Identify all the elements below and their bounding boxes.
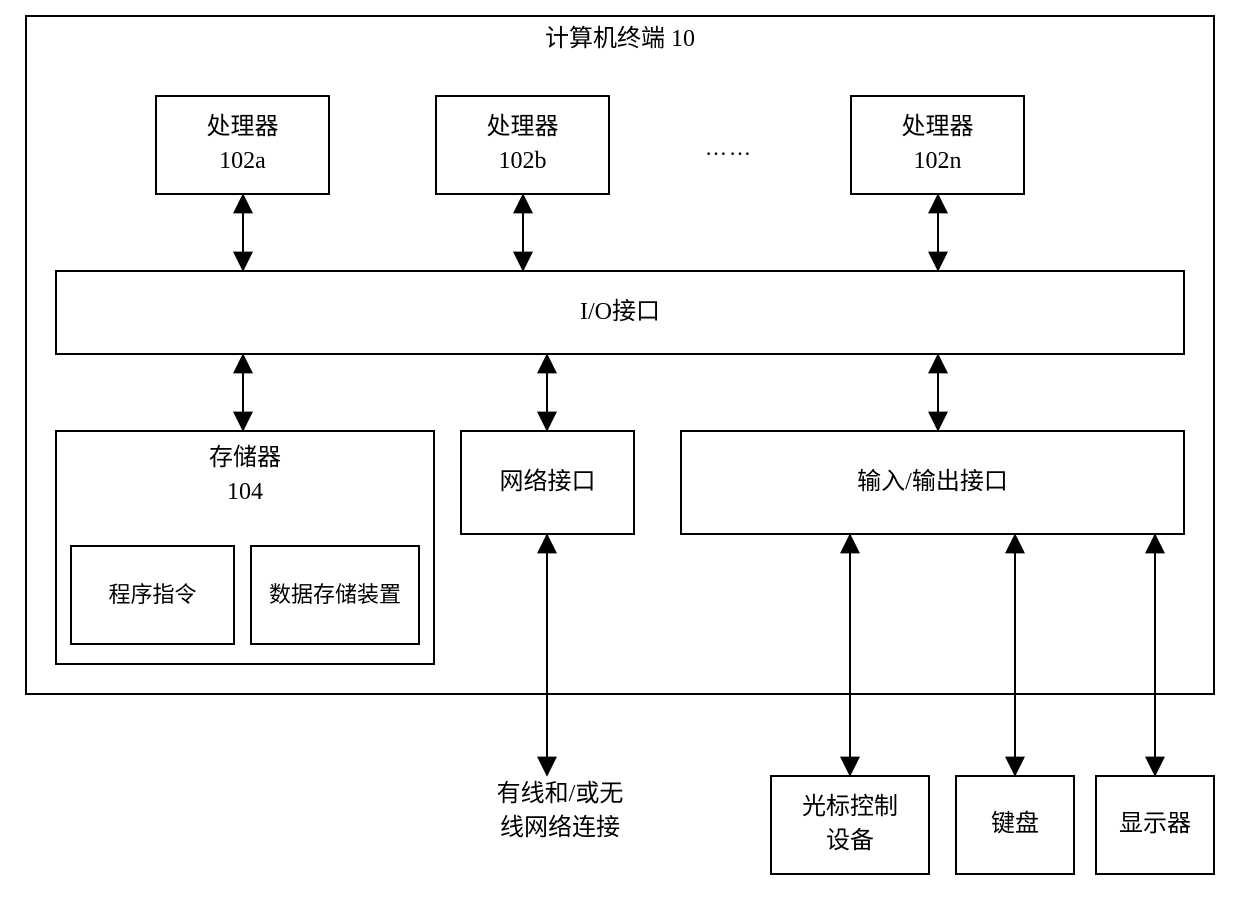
cursor-control-line1: 光标控制 — [802, 791, 898, 825]
io-device-interface: 输入/输出接口 — [680, 430, 1185, 535]
io-interface-label: I/O接口 — [580, 296, 660, 330]
processor-b: 处理器 102b — [435, 95, 610, 195]
processor-n-id: 102n — [914, 145, 962, 179]
data-storage-label: 数据存储装置 — [269, 580, 401, 611]
cursor-control-line2: 设备 — [826, 825, 874, 859]
program-instructions: 程序指令 — [70, 545, 235, 645]
network-interface: 网络接口 — [460, 430, 635, 535]
processor-n-label: 处理器 — [902, 111, 974, 145]
memory-id: 104 — [227, 476, 263, 510]
program-instructions-label: 程序指令 — [108, 580, 196, 611]
keyboard-label: 键盘 — [991, 808, 1039, 842]
io-interface: I/O接口 — [55, 270, 1185, 355]
processor-a: 处理器 102a — [155, 95, 330, 195]
processor-b-label: 处理器 — [487, 111, 559, 145]
cursor-control: 光标控制 设备 — [770, 775, 930, 875]
network-connection-line2: 线网络连接 — [500, 815, 620, 841]
network-connection-line1: 有线和/或无 — [497, 781, 624, 807]
data-storage: 数据存储装置 — [250, 545, 420, 645]
network-interface-label: 网络接口 — [500, 466, 596, 500]
network-connection-text: 有线和/或无 线网络连接 — [450, 778, 670, 845]
processor-b-id: 102b — [499, 145, 547, 179]
processor-a-label: 处理器 — [207, 111, 279, 145]
processor-a-id: 102a — [219, 145, 266, 179]
memory-label: 存储器 — [209, 442, 281, 476]
display: 显示器 — [1095, 775, 1215, 875]
ellipsis: …… — [705, 135, 753, 161]
display-label: 显示器 — [1119, 808, 1191, 842]
keyboard: 键盘 — [955, 775, 1075, 875]
terminal-title: 计算机终端 10 — [27, 17, 1213, 57]
processor-n: 处理器 102n — [850, 95, 1025, 195]
io-device-interface-label: 输入/输出接口 — [857, 466, 1008, 500]
